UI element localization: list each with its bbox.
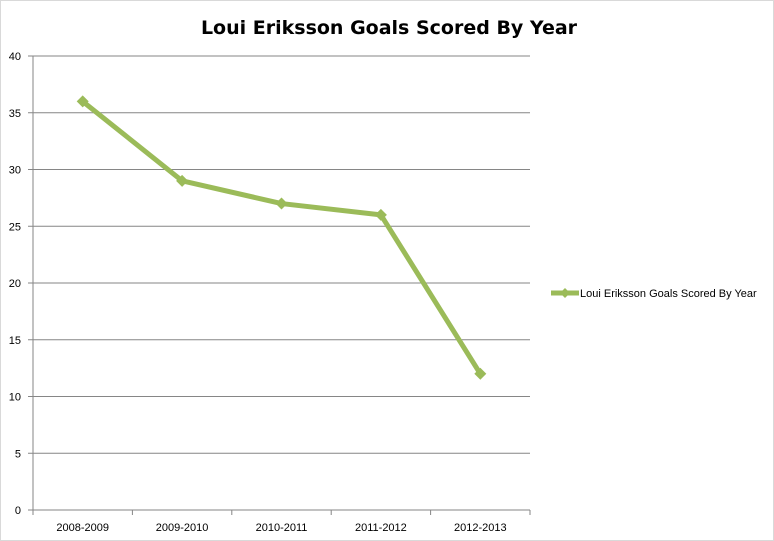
y-tick-label: 5	[15, 448, 21, 460]
y-axis-tick-labels: 0 5 10 15 20 25 30 35 40	[9, 51, 21, 517]
y-tick-label: 15	[9, 335, 21, 347]
y-tick-label: 20	[9, 278, 21, 290]
series	[76, 95, 487, 380]
axes	[28, 55, 531, 515]
y-tick-label: 30	[9, 165, 21, 177]
x-axis-tick-labels: 2008-2009 2009-2010 2010-2011 2011-2012 2012…	[56, 522, 506, 534]
x-tick-label: 2010-2011	[256, 522, 308, 534]
legend: Loui Eriksson Goals Scored By Year	[551, 288, 757, 300]
data-point-marker	[374, 208, 387, 221]
x-tick-label: 2008-2009	[56, 522, 109, 534]
legend-label: Loui Eriksson Goals Scored By Year	[580, 288, 757, 300]
series-line	[80, 98, 483, 377]
y-tick-label: 35	[9, 108, 21, 120]
chart-title: Loui Eriksson Goals Scored By Year	[201, 17, 578, 39]
data-point-marker	[176, 174, 189, 187]
y-tick-label: 25	[9, 221, 21, 233]
gridlines	[33, 55, 530, 454]
x-tick-label: 2011-2012	[355, 522, 407, 534]
y-tick-label: 0	[15, 505, 21, 517]
data-point-marker	[76, 95, 89, 108]
x-tick-label: 2009-2010	[156, 522, 209, 534]
y-tick-label: 10	[9, 392, 21, 404]
data-point-marker	[474, 367, 487, 380]
x-tick-label: 2012-2013	[454, 522, 507, 534]
data-point-marker	[275, 197, 288, 210]
y-tick-label: 40	[9, 51, 21, 63]
legend-diamond-marker	[560, 288, 570, 298]
